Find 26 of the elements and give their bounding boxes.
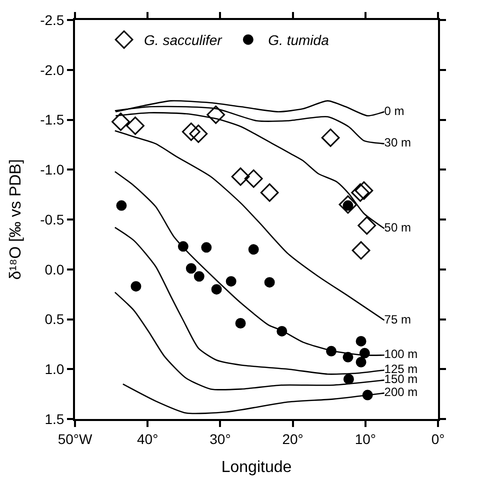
y-tick-label: -1.5 (40, 112, 64, 128)
x-tick-label: 50°W (58, 430, 93, 447)
y-tick-label: -2.0 (40, 62, 64, 78)
series-label: 200 m (384, 385, 418, 400)
y-tick-label: -0.5 (40, 211, 64, 228)
legend-label: G. tumida (268, 32, 330, 48)
series-label: 50 m (384, 220, 411, 234)
y-axis-title: δ¹⁸O [‰ vs PDB] (7, 159, 24, 280)
x-tick-label: 20° (282, 430, 304, 447)
y-tick-label: 1.0 (44, 361, 64, 378)
x-tick-label: 30° (210, 430, 231, 447)
series-label: 75 m (384, 312, 411, 326)
x-tick-label: 10° (354, 430, 376, 447)
series-label: 150 m (384, 372, 418, 386)
y-tick-label: 0.5 (44, 311, 64, 328)
x-tick-label: 0° (431, 430, 445, 447)
x-axis-title: Longitude (221, 459, 292, 476)
y-tick-label: -2.5 (40, 12, 64, 28)
series-label: 0 m (384, 104, 404, 118)
y-tick-label: 0.0 (44, 261, 64, 278)
y-tick-label: -1.0 (40, 162, 64, 178)
legend-label: G. sacculifer (144, 32, 224, 48)
y-tick-label: 1.5 (44, 410, 64, 427)
series-label: 100 m (384, 347, 418, 362)
series-label: 30 m (384, 136, 411, 150)
x-tick-label: 40° (137, 430, 158, 447)
